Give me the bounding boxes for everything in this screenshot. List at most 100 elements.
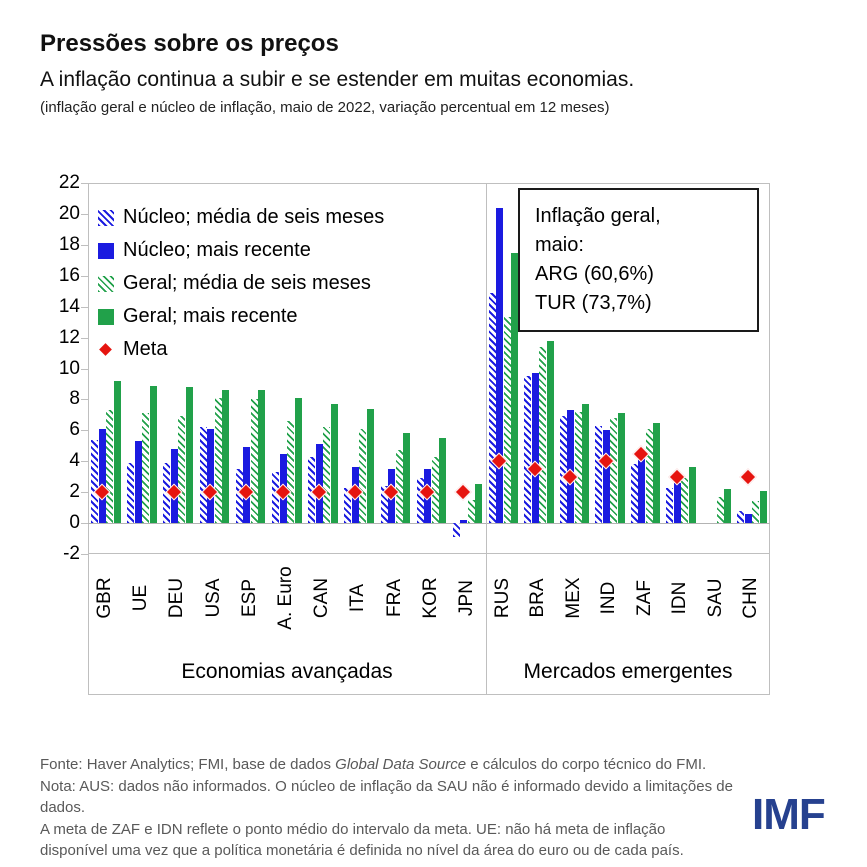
bar-RUS-nucleo_recente: [496, 207, 504, 524]
bar-FRA-geral_recente: [403, 433, 411, 524]
source-note: Fonte: Haver Analytics; FMI, base de dad…: [40, 754, 740, 862]
section-divider-line: [486, 183, 487, 694]
bar-CAN-geral_media6m: [323, 427, 331, 524]
bar-AEuro-geral_recente: [294, 397, 302, 524]
bar-GBR-geral_recente: [113, 380, 121, 524]
legend-swatch-blue-hatch-icon: [98, 209, 114, 226]
y-axis-tick-label: 0: [69, 512, 80, 534]
bar-DEU-geral_media6m: [178, 416, 186, 524]
label-area-bottom-line: [88, 694, 770, 695]
bar-ITA-geral_media6m: [359, 428, 367, 524]
bar-ITA-geral_recente: [366, 408, 374, 524]
bar-CAN-geral_recente: [330, 404, 338, 524]
bar-SAU-geral_media6m: [716, 496, 724, 524]
legend-swatch-green-hatch-icon: [98, 275, 114, 292]
legend-label: Geral; mais recente: [123, 305, 298, 327]
label-area-right-line: [769, 554, 770, 694]
x-axis-label-IDN: IDN: [669, 581, 691, 615]
page-title: Pressões sobre os preços: [40, 30, 339, 57]
bar-UE-nucleo_media6m: [127, 462, 135, 524]
x-axis-label-USA: USA: [202, 578, 224, 618]
y-axis-tick-label: 16: [58, 264, 80, 286]
y-axis-tick-mark: [81, 523, 88, 524]
note-line: disponível uma vez que a política monetá…: [40, 842, 684, 859]
bar-KOR-geral_recente: [439, 438, 447, 524]
y-axis-tick-mark: [81, 276, 88, 277]
y-axis-tick-label: 4: [69, 450, 80, 472]
x-axis-label-GBR: GBR: [94, 577, 116, 619]
bar-CHN-geral_recente: [759, 490, 767, 524]
bar-DEU-geral_recente: [185, 387, 193, 524]
bar-IDN-geral_media6m: [681, 478, 689, 524]
annotation-line: maio:: [535, 234, 584, 256]
y-axis-tick-mark: [81, 554, 88, 555]
x-axis-label-CHN: CHN: [740, 577, 762, 619]
bar-ESP-geral_recente: [258, 390, 266, 524]
bar-IND-nucleo_recente: [602, 430, 610, 524]
y-axis-tick-mark: [81, 307, 88, 308]
bar-AEuro-nucleo_media6m: [272, 472, 279, 524]
bar-RUS-geral_recente: [511, 252, 519, 524]
x-axis-label-BRA: BRA: [527, 578, 549, 618]
y-axis-tick-label: 14: [58, 295, 80, 317]
x-axis-label-ESP: ESP: [238, 578, 260, 618]
y-axis-tick-mark: [81, 369, 88, 370]
bar-RUS-nucleo_media6m: [488, 292, 496, 524]
legend-label: Meta: [123, 338, 168, 360]
source-db-name: Global Data Source: [335, 756, 467, 773]
bar-IND-nucleo_media6m: [595, 425, 603, 524]
y-axis-tick-label: 18: [58, 233, 80, 255]
y-axis-tick-mark: [81, 461, 88, 462]
bar-GBR-nucleo_recente: [98, 428, 106, 524]
annotation-line: ARG (60,6%): [535, 263, 654, 285]
legend-swatch-green-solid-icon: [98, 308, 114, 325]
x-axis-label-AEuro: A. Euro: [275, 566, 296, 630]
legend-item-nucleo_recente: Núcleo; mais recente: [98, 239, 384, 262]
bar-AEuro-geral_media6m: [287, 421, 294, 524]
bar-JPN-geral_recente: [475, 484, 483, 524]
legend-label: Núcleo; mais recente: [123, 239, 311, 261]
bar-CAN-nucleo_recente: [315, 444, 323, 524]
legend-item-nucleo_media6m: Núcleo; média de seis meses: [98, 206, 384, 229]
annotation-line: TUR (73,7%): [535, 292, 652, 314]
y-axis-tick-label: 10: [58, 357, 80, 379]
bar-RUS-geral_media6m: [503, 317, 511, 524]
bar-UE-geral_recente: [149, 385, 157, 524]
group-label-advanced: Economias avançadas: [181, 660, 393, 683]
source-line: Fonte: Haver Analytics; FMI, base de dad…: [40, 756, 707, 773]
y-axis-tick-mark: [81, 183, 88, 184]
bar-UE-nucleo_recente: [134, 441, 142, 524]
bar-UE-geral_media6m: [142, 413, 150, 524]
bar-ZAF-nucleo_recente: [638, 458, 646, 524]
bar-ZAF-geral_media6m: [645, 428, 653, 524]
annotation-box: Inflação geral, maio: ARG (60,6%) TUR (7…: [518, 188, 759, 332]
y-axis-tick-label: 12: [58, 326, 80, 348]
bar-KOR-geral_media6m: [431, 456, 439, 524]
bar-SAU-geral_recente: [724, 489, 732, 524]
bar-CHN-nucleo_recente: [744, 513, 752, 524]
bar-USA-nucleo_recente: [207, 428, 215, 524]
chart-legend: Núcleo; média de seis meses Núcleo; mais …: [98, 206, 384, 371]
bar-BRA-nucleo_recente: [531, 373, 539, 524]
x-axis-label-MEX: MEX: [562, 577, 584, 619]
figure-subtitle: A inflação continua a subir e se estende…: [40, 68, 635, 91]
legend-label: Núcleo; média de seis meses: [123, 206, 385, 228]
x-axis-label-CAN: CAN: [311, 577, 333, 619]
y-axis-tick-mark: [81, 399, 88, 400]
legend-label: Geral; média de seis meses: [123, 272, 371, 294]
bar-FRA-nucleo_media6m: [380, 485, 388, 524]
legend-swatch-red-diamond-icon: [98, 342, 114, 358]
legend-item-meta: Meta: [98, 338, 384, 361]
x-axis-label-DEU: DEU: [166, 577, 188, 619]
x-axis-label-JPN: JPN: [455, 580, 477, 616]
bar-GBR-geral_media6m: [106, 410, 114, 524]
bar-MEX-nucleo_recente: [567, 410, 575, 524]
bar-ZAF-nucleo_media6m: [630, 464, 638, 524]
bar-IDN-nucleo_media6m: [666, 487, 674, 524]
bar-BRA-geral_recente: [546, 340, 554, 524]
legend-item-geral_recente: Geral; mais recente: [98, 305, 384, 328]
y-axis-tick-label: 6: [69, 419, 80, 441]
bar-ZAF-geral_recente: [653, 422, 661, 524]
x-axis-label-ZAF: ZAF: [633, 580, 655, 616]
annotation-line: Inflação geral,: [535, 205, 661, 227]
